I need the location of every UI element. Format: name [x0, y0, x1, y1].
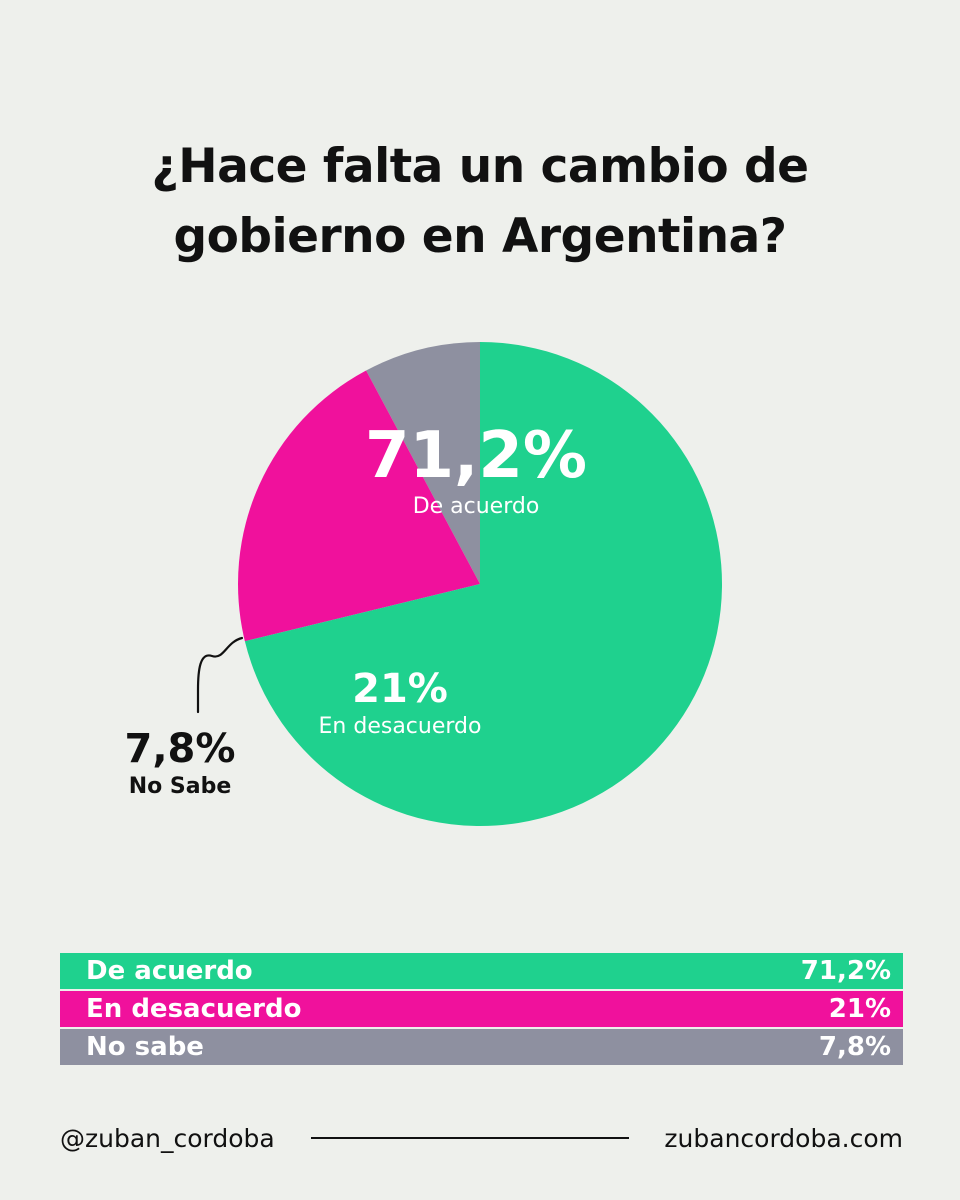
legend-label: En desacuerdo — [86, 994, 302, 1024]
legend-label: De acuerdo — [86, 956, 253, 986]
slice-de-acuerdo — [244, 342, 723, 826]
legend-value: 7,8% — [818, 1032, 891, 1062]
legend-row-de-acuerdo: De acuerdo 71,2% — [60, 953, 903, 989]
slice-label-no-sabe: 7,8% No Sabe — [100, 726, 260, 802]
slice-value-en-desacuerdo: 21% — [352, 666, 448, 712]
chart-title-line-1: ¿Hace falta un cambio de — [151, 139, 810, 194]
footer: @zuban_cordoba zubancordoba.com — [60, 1120, 903, 1156]
website-link[interactable]: zubancordoba.com — [664, 1123, 903, 1153]
slice-category-en-desacuerdo: En desacuerdo — [318, 714, 482, 739]
slice-no-sabe — [366, 342, 480, 584]
slice-value-de-acuerdo: 71,2% — [364, 419, 588, 493]
chart-title: ¿Hace falta un cambio de gobierno en Arg… — [0, 132, 960, 272]
footer-divider — [310, 1137, 629, 1139]
legend-label: No sabe — [86, 1032, 204, 1062]
social-handle[interactable]: @zuban_cordoba — [60, 1123, 275, 1153]
legend-row-no-sabe: No sabe 7,8% — [60, 1029, 903, 1065]
slice-value-no-sabe: 7,8% — [124, 726, 236, 772]
legend-value: 21% — [828, 994, 891, 1024]
legend-row-en-desacuerdo: En desacuerdo 21% — [60, 991, 903, 1027]
legend-table: De acuerdo 71,2% En desacuerdo 21% No sa… — [60, 953, 903, 1067]
slice-label-de-acuerdo: 71,2% De acuerdo — [326, 420, 626, 522]
legend-value: 71,2% — [800, 956, 891, 986]
slice-en-desacuerdo — [238, 370, 480, 642]
slice-category-de-acuerdo: De acuerdo — [412, 494, 540, 519]
slice-label-en-desacuerdo: 21% En desacuerdo — [285, 666, 515, 742]
chart-title-line-2: gobierno en Argentina? — [173, 209, 787, 264]
no-sabe-connector — [196, 636, 244, 714]
slice-category-no-sabe: No Sabe — [128, 774, 232, 799]
